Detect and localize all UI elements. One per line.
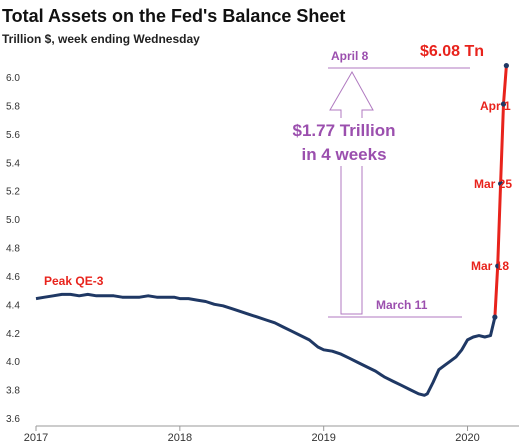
y-tick-label: 4.0 [6,357,20,368]
data-point-marker [500,101,507,107]
y-tick-label: 4.6 [6,272,20,283]
y-tick-label: 5.0 [6,215,20,226]
chart-subtitle: Trillion $, week ending Wednesday [2,32,200,46]
y-tick-label: 3.6 [6,414,20,425]
y-tick-label: 4.2 [6,329,20,340]
data-point-marker [492,314,498,320]
increase-arrow [329,70,374,315]
x-tick-label: 2017 [24,432,48,444]
march11-label-background [372,296,442,314]
data-markers [492,63,509,320]
data-point-marker [498,180,504,187]
series-line [35,292,497,397]
april8-label: April 8 [331,49,369,63]
y-tick-label: 4.8 [6,244,20,255]
chart-title: Total Assets on the Fed's Balance Sheet [2,6,346,26]
y-axis-ticks: 3.6 3.8 4.0 4.2 4.4 4.6 4.8 5.0 5.2 5.4 5.6 5.8 6.0 [6,73,20,425]
x-tick-label: 2019 [311,432,335,444]
change-label-background [278,118,410,166]
y-tick-label: 5.2 [6,187,20,198]
mar18-label: Mar 18 [471,259,509,273]
x-tick-label: 2020 [455,432,479,444]
y-tick-label: 5.8 [6,101,20,112]
mar25-label: Mar 25 [474,177,512,191]
apr1-label: Apr 1 [480,99,511,113]
total-label: $6.08 Tn [420,43,484,60]
x-axis-ticks: 2017 2018 2019 2020 [24,426,480,444]
change-period-label: in 4 weeks [301,145,386,164]
y-tick-label: 5.6 [6,130,20,141]
march11-label: March 11 [376,298,428,312]
data-point-marker [503,63,509,69]
peak-qe3-label: Peak QE-3 [44,274,104,288]
change-amount-label: $1.77 Trillion [293,121,396,140]
y-tick-label: 4.4 [6,300,20,311]
y-tick-label: 6.0 [6,73,20,84]
y-tick-label: 5.4 [6,158,20,169]
april8-label-background [328,46,388,64]
data-point-marker [495,263,501,269]
x-tick-label: 2018 [168,432,192,444]
y-tick-label: 3.8 [6,386,20,397]
